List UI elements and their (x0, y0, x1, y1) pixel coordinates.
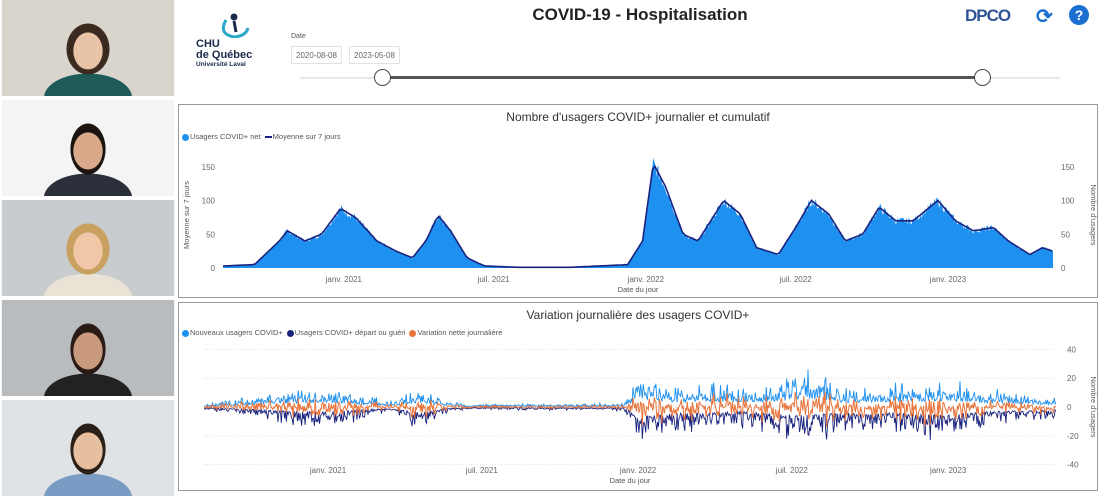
chart1-ylabel-left: Moyenne sur 7 jours (182, 181, 191, 249)
chart1-ylabel-right: Nombre d'usagers (1089, 184, 1098, 245)
chart2-ytick: 40 (1067, 345, 1076, 354)
participant-video (1, 100, 175, 196)
chart1-xtick: janv. 2022 (627, 275, 665, 284)
legend-item-new[interactable]: Nouveaux usagers COVID+ (182, 328, 283, 337)
legend-label: Nouveaux usagers COVID+ (190, 328, 283, 337)
chart1-ytick-right: 150 (1061, 163, 1075, 172)
chart1-xlabel: Date du jour (618, 285, 659, 294)
chart1-plot: janv. 2021 juil. 2021 janv. 2022 juil. 2022… (182, 157, 1098, 294)
series-depart-gueri-line (203, 406, 1057, 441)
date-filter-label: Date (291, 33, 306, 40)
participant-video (1, 200, 175, 296)
chart2-title: Variation journalière des usagers COVID+ (526, 308, 750, 322)
logo-figure-icon (221, 13, 250, 38)
video-tile-2[interactable] (0, 100, 176, 198)
series-moyenne-7-jours-line (222, 165, 1053, 269)
chart2-xtick: juil. 2022 (775, 466, 809, 475)
date-slider-range (383, 76, 983, 79)
participant-video (1, 300, 175, 396)
chart2-xtick: janv. 2023 (929, 466, 967, 475)
chart2-xtick: juil. 2021 (465, 466, 499, 475)
legend-item-net[interactable]: Variation nette journalière (409, 328, 502, 337)
chart2-xtick: janv. 2021 (309, 466, 347, 475)
chart1-ytick-left: 100 (202, 197, 216, 206)
chart2-legend: Nouveaux usagers COVID+ Usagers COVID+ d… (182, 328, 502, 337)
chart2-ytick: -40 (1067, 461, 1079, 470)
logo-line1: CHU (196, 38, 220, 50)
date-end-input[interactable]: 2023-05-08 (349, 46, 400, 64)
dpco-logo: DPCO (965, 6, 1011, 25)
chart1-ytick-left: 50 (206, 230, 215, 239)
chu-logo: CHU de Québec Université Laval (196, 13, 266, 74)
chart-usagers-panel: Nombre d'usagers COVID+ journalier et cu… (178, 104, 1098, 298)
chart1-title: Nombre d'usagers COVID+ journalier et cu… (506, 110, 770, 124)
chart2-ylabel: Nombre d'usagers (1089, 376, 1098, 437)
legend-label: Usagers COVID+ départ ou guéri (294, 328, 406, 337)
chart1-ytick-right: 50 (1061, 230, 1070, 239)
chart-variation-panel: Variation journalière des usagers COVID+… (178, 302, 1098, 491)
chart1-ytick-left: 0 (211, 264, 216, 273)
legend-label: Moyenne sur 7 jours (272, 132, 341, 141)
legend-label: Usagers COVID+ net (190, 132, 261, 141)
legend-item-net[interactable]: Usagers COVID+ net (182, 132, 261, 141)
chart2-xtick: janv. 2022 (619, 466, 657, 475)
logo-line2: de Québec (196, 49, 253, 61)
chart1-xtick: janv. 2021 (325, 275, 363, 284)
legend-line-icon (264, 136, 272, 139)
video-tile-4[interactable] (0, 300, 176, 398)
chart2-xlabel: Date du jour (610, 476, 651, 485)
date-start-input[interactable]: 2020-08-08 (291, 46, 342, 64)
page-title: COVID-19 - Hospitalisation (532, 5, 748, 24)
video-tile-1[interactable] (0, 0, 176, 98)
date-slider-end-handle[interactable] (974, 69, 991, 86)
chart1-ytick-right: 0 (1061, 264, 1066, 273)
series-variation-nette-line (204, 391, 1057, 428)
logo-line3: Université Laval (196, 61, 246, 68)
help-icon[interactable]: ? (1069, 5, 1089, 25)
legend-dot-icon (182, 329, 189, 337)
legend-dot-icon (286, 329, 294, 337)
video-tile-5[interactable] (0, 400, 176, 498)
refresh-icon[interactable]: ⟳ (1036, 6, 1053, 28)
date-slider-start-handle[interactable] (374, 69, 391, 86)
participant-video (1, 0, 175, 96)
chart1-legend: Usagers COVID+ net Moyenne sur 7 jours (182, 132, 341, 141)
chart2-ytick: -20 (1067, 432, 1079, 441)
chart1-ytick-right: 100 (1061, 197, 1075, 206)
participant-video (1, 400, 175, 496)
chart2-plot: 40 20 0 -20 -40 Nombre d'usagers janv. 2021 jui… (203, 345, 1098, 485)
video-tile-3[interactable] (0, 200, 176, 298)
series-nouveaux-usagers-line (203, 369, 1057, 408)
chart2-ytick: 0 (1067, 403, 1072, 412)
legend-item-depart[interactable]: Usagers COVID+ départ ou guéri (286, 328, 406, 337)
chart1-xtick: juil. 2022 (779, 275, 813, 284)
chart1-xtick: juil. 2021 (477, 275, 511, 284)
chart2-ytick: 20 (1067, 374, 1076, 383)
legend-dot-icon (409, 329, 417, 337)
legend-item-avg[interactable]: Moyenne sur 7 jours (264, 132, 341, 141)
legend-dot-icon (182, 133, 189, 141)
chart1-xtick: janv. 2023 (929, 275, 967, 284)
legend-label: Variation nette journalière (417, 328, 503, 337)
chart1-ytick-left: 150 (202, 163, 216, 172)
